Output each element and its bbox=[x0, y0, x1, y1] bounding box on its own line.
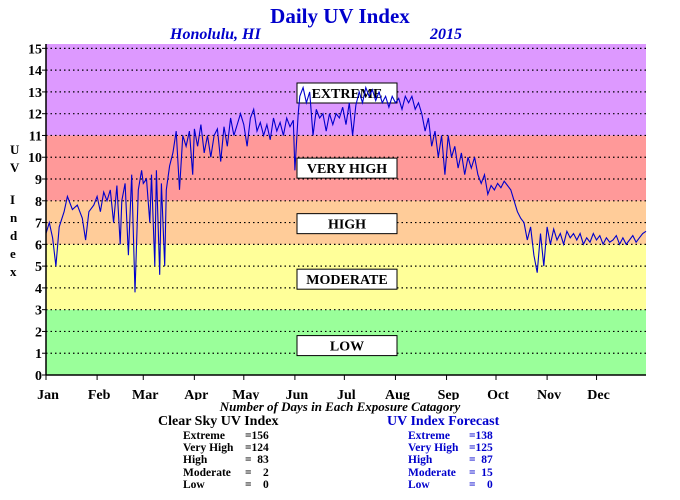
y-tick-label: 4 bbox=[35, 282, 42, 297]
band-label-box bbox=[296, 82, 398, 104]
clear-sky-row-label: Low bbox=[183, 478, 205, 491]
forecast-row-value: =125 bbox=[469, 442, 493, 455]
forecast-title: UV Index Forecast bbox=[387, 414, 500, 429]
category-note: Number of Days in Each Exposure Catagory bbox=[219, 399, 461, 414]
clear-sky-row-label: High bbox=[183, 454, 208, 467]
clear-sky-row-value: = 83 bbox=[245, 454, 269, 467]
y-tick-label: 10 bbox=[28, 151, 42, 166]
y-tick-label: 1 bbox=[35, 347, 42, 362]
x-tick-label: Mar bbox=[132, 388, 158, 400]
chart-subtitle-year: 2015 bbox=[430, 26, 462, 43]
y-tick-label: 8 bbox=[35, 195, 42, 210]
forecast-row-value: = 0 bbox=[469, 478, 493, 491]
y-tick-label: 7 bbox=[35, 217, 42, 232]
clear-sky-row-value: = 2 bbox=[245, 466, 269, 479]
x-tick-label: Nov bbox=[537, 388, 561, 400]
x-tick-label: Jan bbox=[37, 388, 59, 400]
x-tick-label: Sep bbox=[438, 388, 460, 400]
band-label-box bbox=[296, 157, 398, 179]
band-label-box bbox=[296, 335, 398, 357]
forecast-row-label: Moderate bbox=[408, 466, 456, 479]
y-axis-label-char: V bbox=[10, 160, 20, 175]
y-tick-label: 12 bbox=[28, 108, 42, 123]
y-tick-label: 2 bbox=[35, 325, 42, 340]
x-tick-label: Oct bbox=[487, 388, 509, 400]
y-axis-label-char: e bbox=[10, 246, 16, 261]
chart-title: Daily UV Index bbox=[270, 4, 410, 28]
x-tick-label: Feb bbox=[88, 388, 111, 400]
chart-subtitle-location: Honolulu, HI bbox=[170, 26, 261, 43]
y-tick-label: 5 bbox=[35, 260, 42, 275]
band-label: HIGH bbox=[328, 218, 366, 233]
x-tick-label: Dec bbox=[587, 388, 610, 400]
clear-sky-row-label: Very High bbox=[183, 442, 234, 455]
x-tick-label: Jul bbox=[337, 388, 356, 400]
y-tick-label: 3 bbox=[35, 304, 42, 319]
forecast-row-label: High bbox=[408, 454, 433, 467]
clear-sky-row-value: =156 bbox=[245, 430, 269, 442]
forecast-row-value: =138 bbox=[469, 430, 493, 442]
y-axis-label-char: I bbox=[10, 192, 16, 207]
x-tick-label: May bbox=[232, 388, 259, 400]
band-label: LOW bbox=[330, 340, 364, 355]
y-axis-label-char: x bbox=[10, 264, 17, 279]
forecast-row-label: Low bbox=[408, 478, 430, 491]
band-label: EXTREME bbox=[312, 87, 383, 102]
y-axis-label-char: U bbox=[10, 142, 20, 157]
forecast-row-value: = 15 bbox=[469, 466, 493, 479]
clear-sky-title: Clear Sky UV Index bbox=[158, 414, 279, 429]
band-label: VERY HIGH bbox=[307, 162, 387, 177]
y-axis-label-char: n bbox=[10, 210, 18, 225]
y-tick-label: 15 bbox=[28, 42, 42, 57]
forecast-row-value: = 87 bbox=[469, 454, 493, 467]
y-tick-label: 0 bbox=[35, 369, 42, 384]
clear-sky-row-label: Extreme bbox=[183, 430, 225, 442]
y-tick-label: 9 bbox=[35, 173, 42, 188]
y-tick-label: 6 bbox=[35, 238, 42, 253]
y-tick-label: 14 bbox=[28, 64, 42, 79]
y-tick-label: 13 bbox=[28, 86, 42, 101]
x-tick-label: Apr bbox=[184, 388, 208, 400]
clear-sky-row-label: Moderate bbox=[183, 466, 231, 479]
y-axis-label-char: d bbox=[10, 228, 18, 243]
clear-sky-row-value: =124 bbox=[245, 442, 269, 455]
y-tick-label: 11 bbox=[29, 129, 42, 144]
x-tick-label: Aug bbox=[385, 388, 410, 400]
band-label-box bbox=[296, 213, 398, 235]
band-label: MODERATE bbox=[306, 273, 387, 288]
forecast-row-label: Extreme bbox=[408, 430, 450, 442]
x-tick-label: Jun bbox=[286, 388, 309, 400]
series-line-0 bbox=[45, 85, 647, 293]
band-label-box bbox=[296, 268, 398, 290]
forecast-row-label: Very High bbox=[408, 442, 459, 455]
clear-sky-row-value: = 0 bbox=[245, 478, 269, 491]
